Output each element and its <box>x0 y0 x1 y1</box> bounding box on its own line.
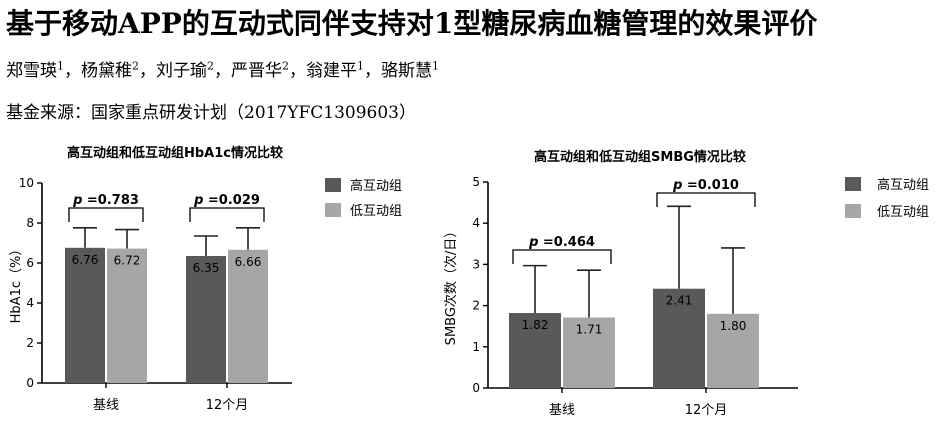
p-symbol: p <box>193 193 203 208</box>
chart-title: 高互动组和低互动组HbA1c情况比较 <box>67 145 283 161</box>
p-value-label: p =0.010 <box>672 178 739 193</box>
significance-bracket <box>512 249 612 264</box>
legend-label: 高互动组 <box>877 177 929 193</box>
significance-bracket <box>68 207 144 222</box>
y-tick-label: 4 <box>472 216 480 230</box>
author-separator: ， <box>364 61 381 81</box>
y-tick-label: 4 <box>26 296 34 310</box>
bar <box>707 313 759 388</box>
p-value: 0.010 <box>698 178 739 193</box>
data-label: 1.80 <box>720 319 747 333</box>
author-affiliation: 1 <box>357 59 364 73</box>
y-axis-label: HbA1c（%） <box>9 243 24 324</box>
legend-label: 高互动组 <box>350 178 402 194</box>
bar <box>228 249 268 383</box>
y-axis-label: SMBG次数（次/日） <box>443 225 459 346</box>
x-tick-label: 基线 <box>549 403 575 418</box>
bar <box>107 248 147 383</box>
y-tick-label: 2 <box>472 299 480 313</box>
p-eq: = <box>203 193 218 208</box>
p-value: 0.029 <box>219 193 260 208</box>
author-separator: ， <box>64 61 81 81</box>
y-tick-label: 6 <box>26 256 34 270</box>
y-tick-label: 2 <box>26 336 34 350</box>
page-title: 基于移动APP的互动式同伴支持对1型糖尿病血糖管理的效果评价 <box>6 7 818 40</box>
data-label: 2.41 <box>666 294 693 308</box>
author-affiliation: 2 <box>132 59 139 73</box>
p-value: 0.464 <box>554 235 595 250</box>
p-value-label: p =0.464 <box>528 235 595 250</box>
data-label: 1.71 <box>576 323 603 337</box>
author-affiliation: 1 <box>57 59 64 73</box>
x-tick-label: 12个月 <box>685 403 728 418</box>
chart-title: 高互动组和低互动组SMBG情况比较 <box>534 149 746 165</box>
legend-swatch <box>845 204 861 218</box>
legend-label: 低互动组 <box>350 204 402 219</box>
bar <box>186 256 226 383</box>
bar <box>653 288 705 388</box>
author-separator: ， <box>289 61 306 81</box>
author-name: 杨黛稚 <box>81 61 132 81</box>
author-name: 严晋华 <box>231 61 282 81</box>
data-label: 1.82 <box>522 318 549 332</box>
p-symbol: p <box>72 193 82 208</box>
author-list: 郑雪瑛1，杨黛稚2，刘子瑜2，严晋华2，翁建平1，骆斯慧1 <box>6 56 439 81</box>
p-value-label: p =0.029 <box>193 193 260 208</box>
p-eq: = <box>82 193 97 208</box>
author-name: 翁建平 <box>306 61 357 81</box>
p-symbol: p <box>672 178 682 193</box>
data-label: 6.72 <box>114 254 141 268</box>
y-tick-label: 5 <box>472 175 480 189</box>
author-name: 骆斯慧 <box>381 61 432 81</box>
funding-source: 基金来源：国家重点研发计划（2017YFC1309603） <box>6 103 416 123</box>
legend-swatch <box>845 177 861 191</box>
y-tick-label: 3 <box>472 257 480 271</box>
p-symbol: p <box>528 235 538 250</box>
significance-bracket <box>189 207 265 222</box>
y-tick-label: 1 <box>472 340 480 354</box>
y-tick-label: 0 <box>26 376 34 390</box>
data-label: 6.76 <box>72 253 99 267</box>
author-affiliation: 2 <box>282 59 289 73</box>
author-affiliation: 1 <box>432 59 439 73</box>
legend-label: 低互动组 <box>877 205 929 220</box>
p-eq: = <box>682 178 697 193</box>
y-tick-label: 8 <box>26 216 34 230</box>
p-value: 0.783 <box>98 193 139 208</box>
x-tick-label: 基线 <box>93 398 119 413</box>
author-affiliation: 2 <box>207 59 214 73</box>
author-separator: ， <box>214 61 231 81</box>
p-value-label: p =0.783 <box>72 193 139 208</box>
legend-swatch <box>325 203 341 217</box>
author-name: 郑雪瑛 <box>6 61 57 81</box>
y-tick-label: 0 <box>472 381 480 395</box>
x-tick-label: 12个月 <box>206 398 249 413</box>
author-name: 刘子瑜 <box>156 61 207 81</box>
bar <box>563 317 615 388</box>
significance-bracket <box>656 192 756 207</box>
data-label: 6.66 <box>235 255 262 269</box>
p-eq: = <box>538 235 553 250</box>
y-tick-label: 10 <box>19 176 34 190</box>
legend-swatch <box>325 178 341 192</box>
data-label: 6.35 <box>193 261 220 275</box>
bar <box>509 313 561 388</box>
author-separator: ， <box>139 61 156 81</box>
bar <box>65 247 105 383</box>
